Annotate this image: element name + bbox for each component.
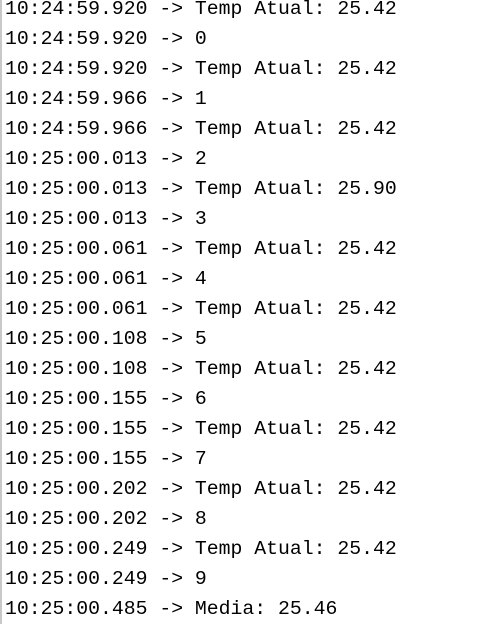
output-line: 10:25:00.155 -> 6 (5, 388, 207, 410)
output-line: 10:24:59.920 -> Temp Atual: 25.42 (5, 58, 397, 80)
output-line: 10:25:00.013 -> 3 (5, 208, 207, 230)
output-line: 10:25:00.155 -> 7 (5, 448, 207, 470)
output-lines: 10:24:59.920 -> Temp Atual: 25.42 10:24:… (5, 0, 489, 624)
output-line: 10:25:00.155 -> Temp Atual: 25.42 (5, 418, 397, 440)
output-line: 10:25:00.013 -> 2 (5, 148, 207, 170)
output-line: 10:25:00.108 -> Temp Atual: 25.42 (5, 358, 397, 380)
output-line: 10:24:59.920 -> Temp Atual: 25.42 (5, 0, 397, 20)
output-line: 10:25:00.061 -> Temp Atual: 25.42 (5, 238, 397, 260)
output-line: 10:25:00.061 -> 4 (5, 268, 207, 290)
output-line: 10:24:59.920 -> 0 (5, 28, 207, 50)
output-line: 10:25:00.249 -> Temp Atual: 25.42 (5, 538, 397, 560)
output-line: 10:25:00.485 -> Media: 25.46 (5, 598, 338, 620)
output-line: 10:24:59.966 -> 1 (5, 88, 207, 110)
output-line: 10:25:00.013 -> Temp Atual: 25.90 (5, 178, 397, 200)
output-line: 10:24:59.966 -> Temp Atual: 25.42 (5, 118, 397, 140)
output-line: 10:25:00.202 -> 8 (5, 508, 207, 530)
output-line: 10:25:00.061 -> Temp Atual: 25.42 (5, 298, 397, 320)
output-line: 10:25:00.108 -> 5 (5, 328, 207, 350)
output-line: 10:25:00.249 -> 9 (5, 568, 207, 590)
output-line: 10:25:00.202 -> Temp Atual: 25.42 (5, 478, 397, 500)
